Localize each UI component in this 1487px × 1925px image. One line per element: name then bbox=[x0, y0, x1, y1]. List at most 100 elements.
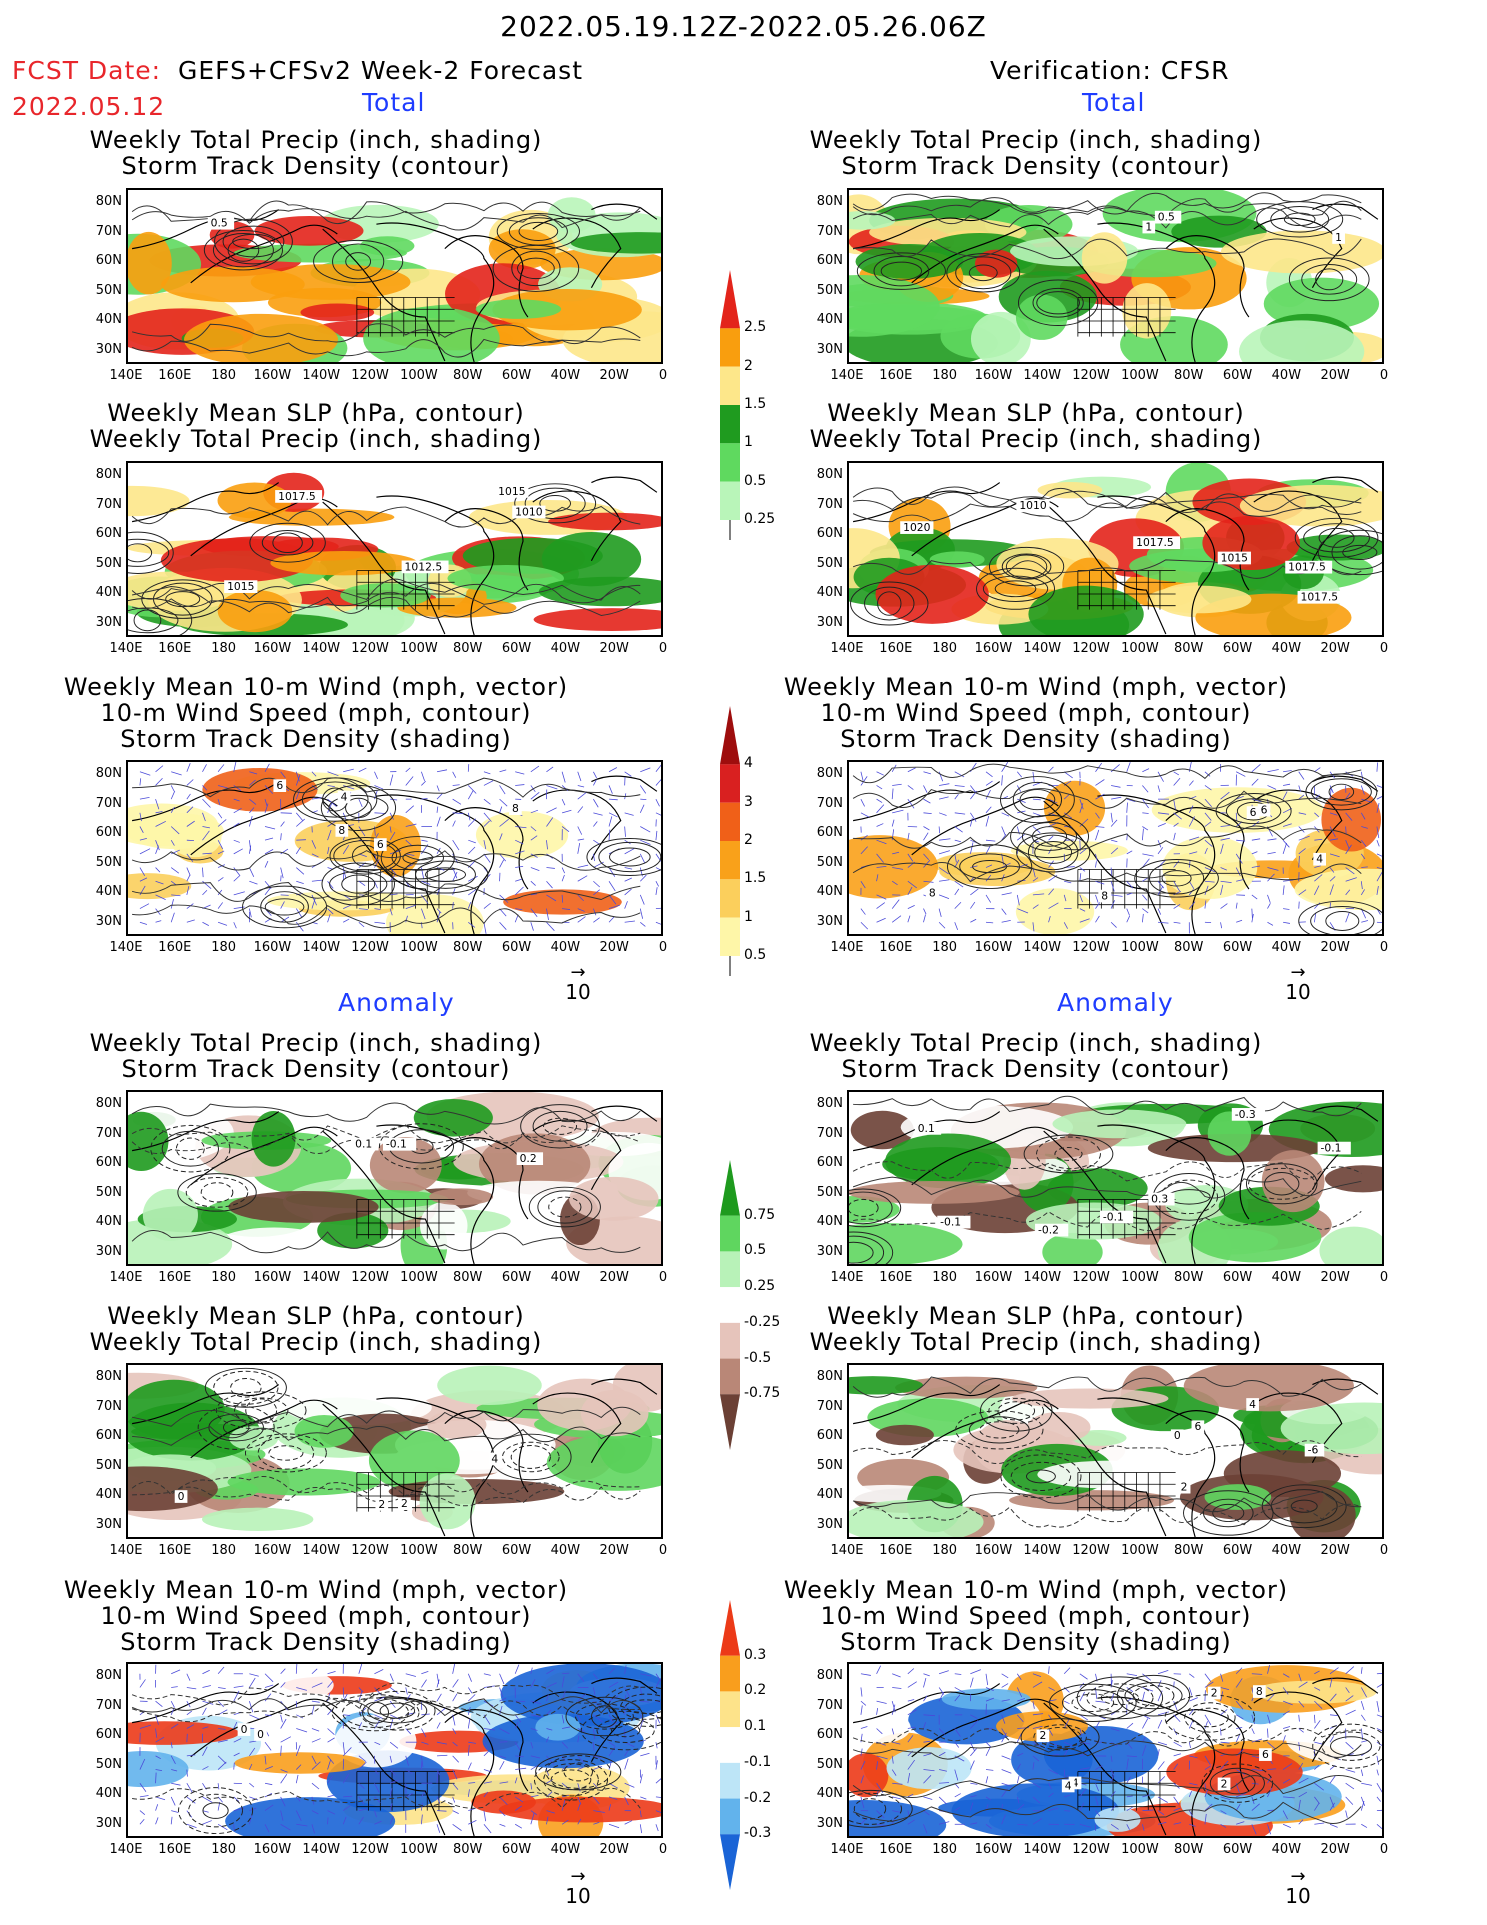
contour-label: 4 bbox=[488, 1452, 502, 1465]
contour-label: 0.5 bbox=[207, 217, 235, 230]
lon-label-80W: 80W bbox=[1174, 1270, 1204, 1285]
vector-reference: → 10 bbox=[558, 962, 598, 1005]
lat-label-60N: 60N bbox=[816, 253, 843, 268]
svg-text:2: 2 bbox=[378, 1498, 385, 1511]
svg-text:4: 4 bbox=[341, 790, 348, 803]
vector-reference-value: 10 bbox=[565, 980, 591, 1004]
lon-label-80W: 80W bbox=[453, 1842, 483, 1857]
lon-label-140W: 140W bbox=[1023, 368, 1062, 383]
map-panel-fcst_anom_slp: 02024 bbox=[126, 1363, 663, 1539]
svg-text:8: 8 bbox=[929, 887, 936, 900]
svg-text:0: 0 bbox=[241, 1723, 248, 1736]
contour-label: 0.1 bbox=[914, 1122, 942, 1135]
lon-label-160E: 160E bbox=[879, 1842, 913, 1857]
panel-title-wind_storm-0: Weekly Mean 10-m Wind (mph, vector) bbox=[63, 1576, 569, 1604]
contour-label: 1017.5 bbox=[275, 490, 323, 503]
lat-label-60N: 60N bbox=[816, 825, 843, 840]
contour-label: 2 bbox=[1036, 1729, 1050, 1742]
panel-title-wind_storm-2: Storm Track Density (shading) bbox=[120, 725, 512, 753]
colorbar-label-storm_anom-5: -0.3 bbox=[744, 1825, 772, 1842]
contour-label: 0.2 bbox=[516, 1152, 544, 1165]
panel-title-wind_storm-1: 10-m Wind Speed (mph, contour) bbox=[820, 1602, 1252, 1630]
lon-label-100W: 100W bbox=[1121, 1842, 1159, 1857]
contour-label: 6 bbox=[1246, 806, 1260, 819]
svg-text:1017.5: 1017.5 bbox=[278, 490, 316, 503]
lon-label-120W: 120W bbox=[351, 641, 389, 656]
colorbar-label-storm_total-1: 3 bbox=[744, 793, 753, 810]
lon-label-0: 0 bbox=[1379, 1543, 1389, 1558]
colorbar-label-storm_total-5: 0.5 bbox=[744, 947, 767, 963]
lat-label-70N: 70N bbox=[95, 223, 122, 239]
svg-text:2: 2 bbox=[1211, 1686, 1218, 1699]
lat-label-80N: 80N bbox=[816, 1096, 843, 1111]
lat-label-60N: 60N bbox=[816, 526, 843, 541]
lat-label-40N: 40N bbox=[816, 1786, 843, 1801]
lon-label-80W: 80W bbox=[453, 940, 483, 955]
lon-label-100W: 100W bbox=[1121, 1543, 1159, 1558]
lat-label-70N: 70N bbox=[95, 1398, 122, 1414]
lat-label-30N: 30N bbox=[95, 1243, 122, 1259]
map-fcst_anom_precip: -0.1 0.2 0.1 bbox=[128, 1092, 661, 1264]
lon-label-0: 0 bbox=[1379, 641, 1389, 656]
lat-label-30N: 30N bbox=[95, 1815, 122, 1831]
lon-label-120W: 120W bbox=[1072, 368, 1110, 383]
lon-label-140E: 140E bbox=[830, 368, 864, 383]
svg-text:1020: 1020 bbox=[903, 521, 931, 534]
lon-label-20W: 20W bbox=[599, 1270, 629, 1285]
lon-label-140W: 140W bbox=[302, 641, 341, 656]
arrow-icon: → bbox=[570, 962, 586, 983]
lon-label-120W: 120W bbox=[351, 940, 389, 955]
contour-label: 2 bbox=[1177, 1481, 1191, 1494]
colorbar-storm_anom bbox=[720, 1600, 740, 1890]
lat-label-50N: 50N bbox=[95, 854, 122, 870]
lat-label-50N: 50N bbox=[816, 1756, 843, 1772]
lat-label-70N: 70N bbox=[95, 1697, 122, 1713]
lon-label-40W: 40W bbox=[550, 1842, 581, 1857]
lon-label-140W: 140W bbox=[302, 368, 341, 383]
lon-label-80W: 80W bbox=[1174, 1842, 1204, 1857]
lon-label-160E: 160E bbox=[158, 940, 192, 955]
contour-label: 2 bbox=[1217, 1777, 1231, 1790]
svg-text:0.1: 0.1 bbox=[918, 1122, 935, 1135]
lon-label-60W: 60W bbox=[501, 641, 532, 656]
contour-label: 0.5 bbox=[1154, 211, 1182, 224]
svg-text:8: 8 bbox=[1101, 890, 1108, 903]
colorbar-label-storm_anom-0: 0.3 bbox=[744, 1646, 767, 1663]
lon-label-100W: 100W bbox=[400, 1270, 438, 1285]
lon-label-40W: 40W bbox=[550, 1543, 581, 1558]
lon-label-20W: 20W bbox=[599, 1543, 629, 1558]
section-anomaly-right: Anomaly bbox=[1057, 988, 1174, 1017]
section-total-right: Total bbox=[1082, 88, 1146, 117]
lat-label-70N: 70N bbox=[816, 223, 843, 239]
lon-label-180: 180 bbox=[211, 641, 237, 656]
lon-label-140W: 140W bbox=[302, 1842, 341, 1857]
map-cfsr_anom_wind: 2 2 44 8 2 6 bbox=[849, 1664, 1382, 1836]
contour-label: 2 bbox=[1207, 1686, 1221, 1699]
map-fcst_anom_slp: 02024 bbox=[128, 1365, 661, 1537]
contour-label: 0.1 bbox=[352, 1138, 379, 1151]
lon-label-20W: 20W bbox=[1320, 940, 1350, 955]
lon-label-160W: 160W bbox=[974, 641, 1013, 656]
map-panel-fcst_total_slp: 1015 1015 1017.5 1010 1012.5 bbox=[126, 461, 663, 637]
svg-text:6: 6 bbox=[276, 779, 283, 792]
colorbar-label-precip_anom-1: 0.5 bbox=[744, 1242, 767, 1259]
lon-label-120W: 120W bbox=[1072, 1842, 1110, 1857]
lon-label-140W: 140W bbox=[1023, 1270, 1062, 1285]
svg-text:4: 4 bbox=[491, 1452, 498, 1465]
lat-label-80N: 80N bbox=[95, 766, 122, 781]
panel-title-wind_storm-0: Weekly Mean 10-m Wind (mph, vector) bbox=[783, 673, 1289, 701]
svg-text:6: 6 bbox=[1194, 1420, 1201, 1433]
lon-label-180: 180 bbox=[932, 1543, 958, 1558]
lon-label-120W: 120W bbox=[1072, 1543, 1110, 1558]
lon-label-80W: 80W bbox=[1174, 641, 1204, 656]
lat-label-40N: 40N bbox=[816, 1487, 843, 1502]
lon-label-60W: 60W bbox=[1222, 1270, 1253, 1285]
lon-label-40W: 40W bbox=[1271, 1842, 1302, 1857]
map-fcst_total_wind: 8 6 4 6 8 bbox=[128, 762, 661, 934]
lon-label-40W: 40W bbox=[1271, 1270, 1302, 1285]
contour-label: 8 bbox=[509, 802, 522, 815]
lon-label-80W: 80W bbox=[453, 1543, 483, 1558]
lat-label-50N: 50N bbox=[816, 282, 843, 298]
lon-label-100W: 100W bbox=[400, 940, 438, 955]
